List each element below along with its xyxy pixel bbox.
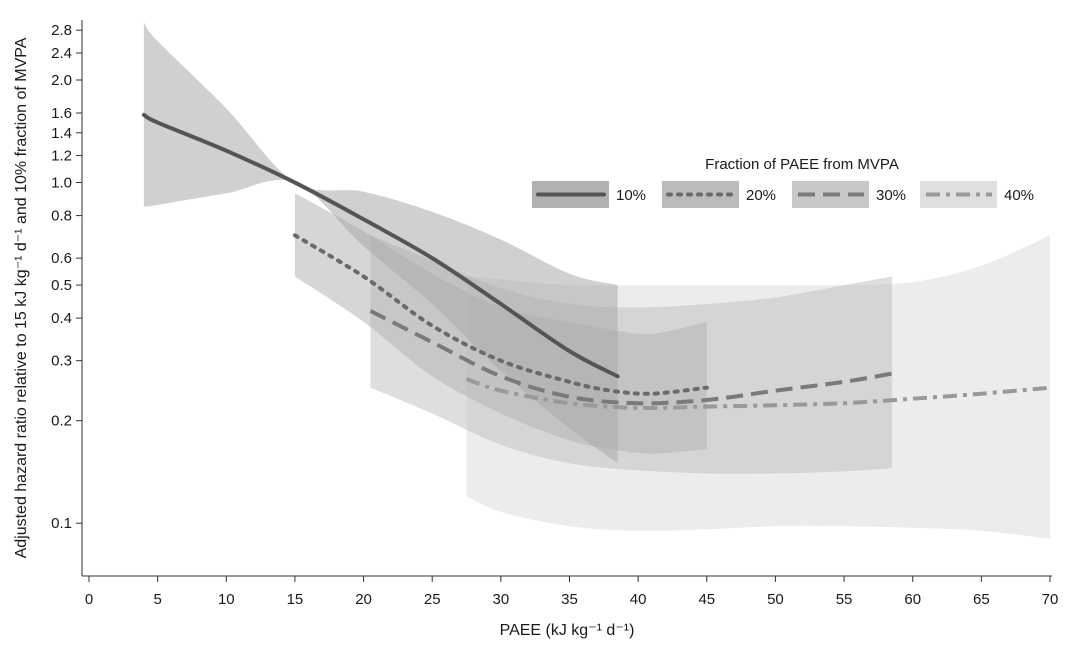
series-lines: [141, 112, 1051, 411]
y-tick-label: 1.0: [51, 175, 72, 192]
x-tick-label: 20: [355, 591, 372, 608]
y-tick-label: 0.8: [51, 208, 72, 225]
x-tick-label: 10: [218, 591, 235, 608]
series-line-20pct: [292, 233, 709, 396]
x-tick-label: 55: [836, 591, 853, 608]
legend-label: 20%: [746, 187, 776, 204]
x-tick-label: 5: [153, 591, 161, 608]
x-tick-label: 65: [973, 591, 990, 608]
y-tick-label: 2.0: [51, 72, 72, 89]
y-tick-label: 1.2: [51, 148, 72, 165]
y-tick-label: 0.4: [51, 310, 72, 327]
y-tick-label: 0.3: [51, 353, 72, 370]
y-tick-label: 0.5: [51, 277, 72, 294]
confidence-bands: [143, 22, 1050, 539]
series-line-40pct: [465, 377, 1051, 411]
y-axis-title: Adjusted hazard ratio relative to 15 kJ …: [13, 37, 30, 558]
x-ticks: 0 5 10 15 20 25 30 35 40 45 50 55 60 65 70: [85, 576, 1059, 608]
x-tick-label: 60: [904, 591, 921, 608]
y-tick-label: 1.6: [51, 105, 72, 122]
y-tick-label: 1.4: [51, 125, 72, 142]
y-tick-label: 2.8: [51, 22, 72, 39]
x-tick-label: 45: [698, 591, 715, 608]
x-tick-label: 40: [630, 591, 647, 608]
x-tick-label: 15: [287, 591, 304, 608]
legend-label: 40%: [1004, 187, 1034, 204]
x-tick-label: 70: [1042, 591, 1059, 608]
x-tick-label: 25: [424, 591, 441, 608]
y-tick-label: 2.4: [51, 45, 72, 62]
legend-label: 10%: [616, 187, 646, 204]
legend-label: 30%: [876, 187, 906, 204]
x-tick-label: 50: [767, 591, 784, 608]
y-tick-label: 0.1: [51, 515, 72, 532]
y-ticks: 0.1 0.2 0.3 0.4 0.5 0.6 0.8 1.0 1.2 1.4 1.6 2.0 2.4 2…: [51, 22, 82, 532]
y-tick-label: 0.6: [51, 250, 72, 267]
legend-title: Fraction of PAEE from MVPA: [705, 156, 899, 173]
x-tick-label: 0: [85, 591, 93, 608]
x-tick-label: 30: [493, 591, 510, 608]
series-line-30pct: [369, 309, 893, 406]
y-tick-label: 0.2: [51, 413, 72, 430]
x-axis-title: PAEE (kJ kg⁻¹ d⁻¹): [500, 622, 635, 639]
series-line-10pct: [141, 112, 620, 379]
x-tick-label: 35: [561, 591, 578, 608]
ci-band-10pct: [143, 22, 618, 464]
legend: Fraction of PAEE from MVPA 10% 20% 30% 40%: [532, 156, 1034, 208]
